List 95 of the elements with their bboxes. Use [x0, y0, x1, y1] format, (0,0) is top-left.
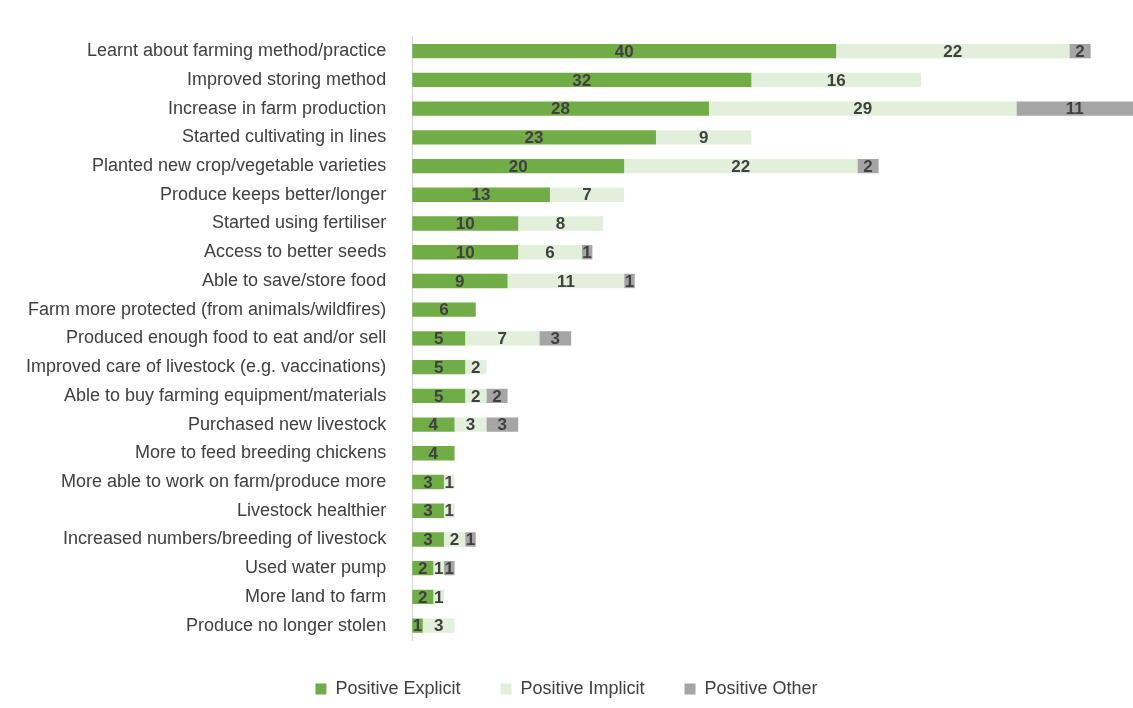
data-label: 3	[550, 329, 560, 349]
data-label: 2	[492, 386, 502, 406]
y-tick-label: Improved care of livestock (e.g. vaccinations)	[25, 356, 387, 377]
data-label: 5	[433, 386, 444, 406]
data-label: 2	[418, 558, 428, 578]
data-label: 32	[572, 70, 592, 90]
data-label: 3	[423, 530, 433, 550]
bar	[708, 101, 1017, 116]
data-label: 8	[555, 214, 566, 234]
data-label: 6	[439, 300, 449, 320]
bar	[465, 331, 540, 346]
data-label: 9	[698, 128, 709, 148]
y-tick-label: Increase in farm production	[168, 97, 387, 118]
data-label: 11	[1065, 99, 1084, 119]
data-label: 40	[614, 41, 634, 61]
bar	[412, 417, 455, 432]
y-tick-label: More to feed breeding chickens	[134, 442, 387, 463]
data-label: 3	[497, 415, 507, 435]
y-tick-label: Farm more protected (from animals/wildfires)	[28, 298, 387, 319]
y-tick-label: Used water pump	[245, 557, 387, 578]
bar	[518, 216, 603, 231]
bar	[412, 216, 519, 231]
legend-label: Positive Other	[704, 677, 818, 698]
legend-label: Positive Explicit	[335, 677, 461, 698]
data-label: 1	[433, 558, 444, 578]
data-label: 3	[465, 415, 476, 435]
data-label: 5	[433, 329, 444, 349]
data-label: 23	[524, 128, 544, 148]
y-tick-label: Purchased new livestock	[188, 413, 388, 434]
y-tick-label: Learnt about farming method/practice	[86, 40, 387, 61]
bar	[412, 273, 508, 289]
bar	[412, 72, 752, 88]
y-tick-label: More able to work on farm/produce more	[60, 470, 387, 491]
data-label: 1	[444, 558, 454, 578]
data-label: 2	[1075, 41, 1085, 61]
data-label: 1	[582, 242, 592, 262]
y-tick-label: Improved storing method	[187, 68, 387, 89]
data-label: 6	[545, 242, 555, 262]
data-label: 2	[418, 587, 428, 607]
y-tick-label: Produce no longer stolen	[186, 614, 387, 635]
data-label: 2	[863, 156, 873, 176]
bar	[751, 72, 921, 88]
data-label: 3	[423, 501, 433, 521]
data-label: 1	[465, 530, 476, 550]
y-tick-label: Produce keeps better/longer	[159, 183, 387, 204]
data-label: 1	[412, 616, 423, 636]
bar	[412, 130, 656, 145]
data-label: 2	[449, 530, 460, 550]
data-label: 10	[455, 242, 475, 262]
y-tick-label: Able to save/store food	[202, 269, 387, 290]
bar	[412, 302, 476, 317]
bar	[836, 43, 1070, 59]
data-label: 29	[853, 99, 873, 119]
data-label: 13	[471, 185, 491, 205]
y-tick-label: Able to buy farming equipment/materials	[63, 384, 387, 405]
bar	[507, 273, 625, 289]
bar	[412, 101, 709, 116]
y-tick-label: More land to farm	[245, 585, 387, 606]
data-label: 4	[428, 415, 439, 435]
data-label: 5	[433, 357, 444, 377]
y-tick-label: Increased numbers/breeding of livestock	[62, 528, 388, 549]
bar	[655, 130, 752, 145]
data-label: 4	[428, 443, 439, 463]
data-label: 3	[423, 472, 433, 492]
data-label: 1	[624, 271, 635, 291]
bar	[1016, 101, 1133, 116]
data-label: 1	[444, 472, 454, 492]
bar	[624, 158, 858, 174]
data-label: 20	[508, 156, 528, 176]
data-label: 16	[826, 70, 846, 90]
bar	[412, 158, 625, 174]
data-label: 11	[556, 271, 575, 291]
data-label: 22	[943, 41, 963, 61]
data-label: 7	[582, 185, 592, 205]
data-label: 2	[471, 357, 481, 377]
y-tick-label: Access to better seeds	[204, 241, 387, 262]
y-tick-label: Produced enough food to eat and/or sell	[65, 327, 387, 348]
y-tick-label: Planted new crop/vegetable varieties	[91, 155, 387, 176]
y-tick-label: Started cultivating in lines	[182, 126, 387, 147]
bar	[549, 187, 625, 202]
bar	[412, 187, 550, 202]
legend-label: Positive Implicit	[520, 677, 645, 698]
data-label: 28	[551, 99, 571, 119]
data-label: 9	[455, 271, 465, 291]
bar	[412, 43, 837, 59]
y-tick-label: Livestock healthier	[237, 499, 387, 520]
data-label: 1	[433, 587, 444, 607]
y-tick-label: Started using fertiliser	[212, 212, 387, 233]
bar	[412, 331, 466, 346]
data-label: 7	[497, 329, 507, 349]
data-label: 3	[433, 616, 444, 636]
data-label: 1	[444, 501, 454, 521]
data-label: 10	[455, 214, 475, 234]
data-label: 22	[731, 156, 751, 176]
data-label: 2	[471, 386, 481, 406]
